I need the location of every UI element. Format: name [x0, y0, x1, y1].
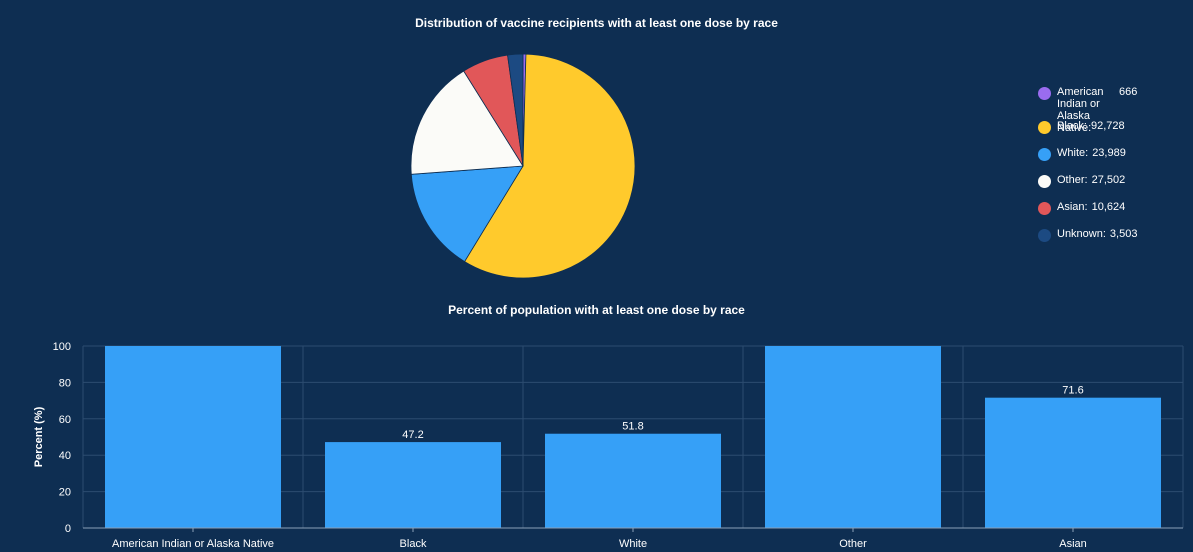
legend-item[interactable]: Unknown: 3,503: [1038, 228, 1188, 255]
pie-slice-2[interactable]: [464, 53, 636, 279]
y-tick-label: 20: [59, 487, 71, 499]
legend-item[interactable]: Other: 27,502: [1038, 174, 1188, 201]
x-tick-label: American Indian or Alaska Native: [112, 538, 274, 550]
legend-item[interactable]: Asian: 10,624: [1038, 201, 1188, 228]
x-tick-label: Other: [839, 538, 867, 550]
legend-value: 3,503: [1109, 228, 1138, 240]
legend-swatch: [1038, 148, 1051, 161]
x-tick-label: White: [619, 538, 647, 550]
bar-data-label: 51.8: [622, 421, 643, 433]
legend-value: 10,624: [1091, 201, 1126, 213]
y-tick-label: 60: [59, 414, 71, 426]
legend-swatch: [1038, 121, 1051, 134]
legend-label: Unknown:: [1057, 228, 1106, 240]
legend-label: American Indian or Alaska Native:: [1057, 86, 1104, 134]
y-tick-label: 100: [53, 341, 71, 353]
bar-1[interactable]: [105, 346, 281, 528]
legend-label: Black:: [1057, 120, 1087, 132]
legend-value: 27,502: [1091, 174, 1126, 186]
pie-slice-6[interactable]: [507, 53, 524, 167]
legend-value: 92,728: [1090, 120, 1125, 132]
bar-2[interactable]: [325, 442, 501, 528]
bar-4[interactable]: [765, 346, 941, 528]
legend-item[interactable]: American Indian or Alaska Native: 666: [1038, 86, 1188, 134]
legend-item[interactable]: White: 23,989: [1038, 147, 1188, 174]
bar-chart-title: Percent of population with at least one …: [448, 303, 745, 317]
pie-chart-title: Distribution of vaccine recipients with …: [415, 16, 778, 30]
bar-chart: 0 20 40 60 80 100 Percent (%) American Indian o…: [33, 341, 1184, 550]
bar-3[interactable]: [545, 433, 721, 528]
pie-legend: American Indian or Alaska Native: 666 Blac…: [1038, 86, 1188, 255]
legend-swatch: [1038, 87, 1051, 100]
y-axis-label: Percent (%): [33, 406, 45, 467]
legend-swatch: [1038, 202, 1051, 215]
legend-item[interactable]: Black: 92,728: [1038, 120, 1188, 147]
legend-value: 666: [1119, 86, 1138, 98]
x-tick-label: Black: [400, 538, 427, 550]
x-tick-label: Asian: [1059, 538, 1087, 550]
bar-data-label: 47.2: [402, 429, 423, 441]
y-tick-label: 80: [59, 377, 71, 389]
bar-5[interactable]: [985, 397, 1161, 528]
legend-label: Other:: [1057, 174, 1088, 186]
bar-data-label: 71.6: [1062, 385, 1083, 397]
pie-slice-4[interactable]: [410, 70, 524, 175]
legend-value: 23,989: [1092, 147, 1126, 159]
pie-slice-3[interactable]: [410, 165, 524, 263]
legend-label: White:: [1057, 147, 1089, 159]
legend-swatch: [1038, 229, 1051, 242]
y-tick-label: 0: [65, 523, 71, 535]
y-tick-label: 40: [59, 450, 71, 462]
legend-label: Asian:: [1057, 201, 1088, 213]
pie-chart: [410, 53, 636, 279]
legend-swatch: [1038, 175, 1051, 188]
